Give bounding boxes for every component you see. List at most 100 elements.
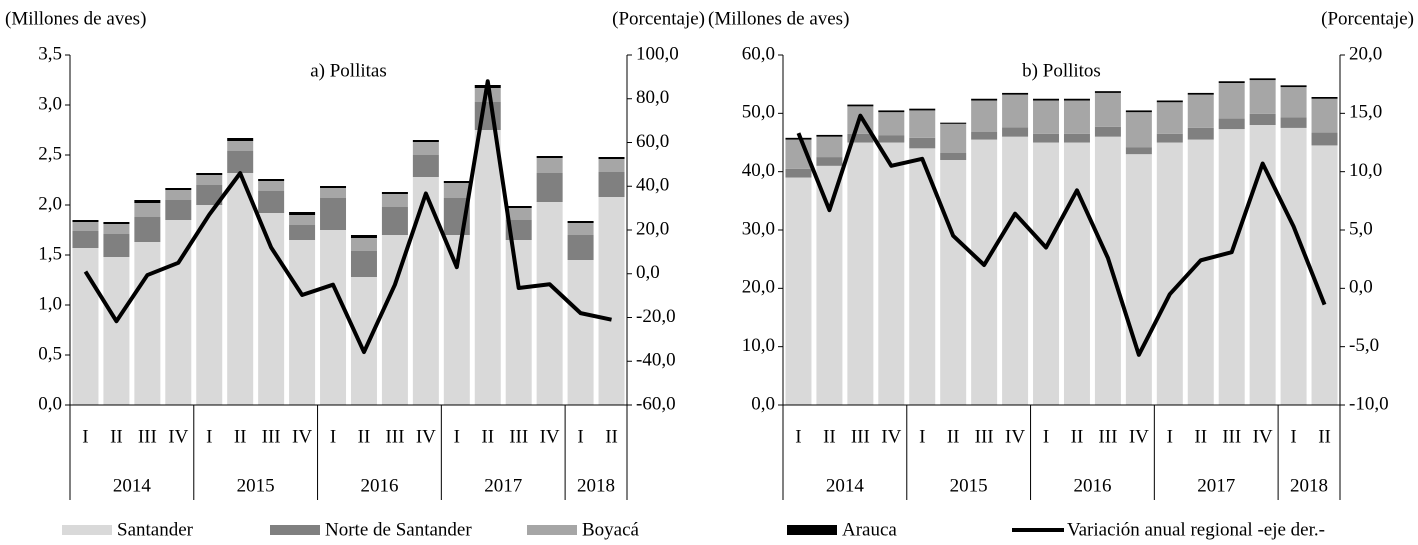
x-tick-label: III — [975, 426, 994, 447]
y-tick-label: 2,0 — [38, 193, 62, 214]
y2-tick-label: -10,0 — [1349, 393, 1389, 414]
bar-segment — [1311, 132, 1338, 146]
line-series — [83, 79, 612, 355]
bar-segment — [1218, 118, 1245, 130]
year-label: 2014 — [113, 475, 152, 496]
y-tick-label: 20,0 — [742, 277, 775, 298]
bar-segment — [816, 134, 843, 137]
bar-segment — [847, 133, 874, 143]
bar-segment — [350, 277, 377, 405]
bar-segment — [72, 248, 99, 405]
bar-segment — [1280, 117, 1307, 128]
legend-swatch — [62, 525, 112, 535]
year-label: 2017 — [484, 475, 522, 496]
bar-segment — [1249, 80, 1276, 114]
x-tick-label: II — [947, 426, 960, 447]
y2-tick-label: 0,0 — [1349, 277, 1373, 298]
bar-segment — [1280, 85, 1307, 88]
y-tick-label: 40,0 — [742, 160, 775, 181]
bar-segment — [785, 168, 812, 178]
bar-segment — [1002, 127, 1029, 137]
x-tick-label: III — [262, 426, 281, 447]
y2-tick-label: 40,0 — [636, 175, 669, 196]
x-tick-label: II — [481, 426, 494, 447]
line-series — [796, 113, 1327, 357]
bar-segment — [1002, 94, 1029, 128]
bar-segment — [134, 217, 161, 242]
bar-segment — [72, 220, 99, 222]
y2-tick-label: 20,0 — [1349, 43, 1382, 64]
bar-segment — [909, 108, 936, 111]
x-tick-label: II — [823, 426, 836, 447]
bar-segment — [1311, 97, 1338, 99]
x-tick-label: III — [385, 426, 404, 447]
bar-segment — [1156, 102, 1183, 134]
chart-title: a) Pollitas — [310, 60, 387, 81]
bar-segment — [1063, 133, 1090, 143]
year-label: 2017 — [1197, 475, 1235, 496]
bar-segment — [381, 194, 408, 207]
bar-segment — [1063, 98, 1090, 101]
y2-tick-label: 20,0 — [636, 218, 669, 239]
bar-segment — [1094, 126, 1121, 137]
bar-segment — [1063, 142, 1090, 405]
bar-segment — [72, 222, 99, 231]
bar-segment — [289, 212, 316, 215]
bar-segment — [878, 142, 905, 405]
year-label: 2015 — [950, 475, 988, 496]
x-tick-label: II — [110, 426, 123, 447]
bar-segment — [381, 207, 408, 235]
y2-tick-label: 5,0 — [1349, 218, 1373, 239]
bar-segment — [536, 202, 563, 405]
y-tick-label: 3,5 — [38, 43, 62, 64]
y-tick-label: 0,5 — [38, 343, 62, 364]
bar-segment — [443, 183, 470, 198]
bar-segment — [1033, 142, 1060, 405]
bar-segment — [1094, 92, 1121, 127]
bar-segment — [1125, 147, 1152, 155]
x-tick-label: IV — [1129, 426, 1149, 447]
bar-segment — [940, 160, 967, 405]
bar-segment — [196, 185, 223, 205]
x-tick-label: IV — [168, 426, 188, 447]
bar-segment — [474, 88, 501, 102]
y-axis-title: (Millones de aves) — [708, 8, 849, 29]
chart-title: b) Pollitos — [1022, 60, 1101, 81]
x-tick-label: I — [577, 426, 583, 447]
bar-segment — [227, 141, 254, 151]
bar-segment — [1156, 100, 1183, 103]
bar-segment — [1187, 94, 1214, 128]
bar-segment — [1249, 113, 1276, 125]
bar-segment — [289, 240, 316, 405]
bar-segment — [1033, 98, 1060, 101]
x-tick-label: I — [1290, 426, 1296, 447]
x-tick-label: II — [234, 426, 247, 447]
year-label: 2018 — [1290, 475, 1328, 496]
bar-segment — [381, 192, 408, 194]
bar-segment — [1249, 78, 1276, 81]
bar-segment — [567, 221, 594, 223]
y2-tick-label: 15,0 — [1349, 102, 1382, 123]
bar-segment — [1187, 92, 1214, 95]
legend-label: Boyacá — [582, 519, 640, 540]
bar-segment — [598, 197, 625, 405]
year-label: 2016 — [360, 475, 398, 496]
bar-segment — [1094, 91, 1121, 93]
legend-swatch — [270, 525, 320, 535]
x-tick-label: I — [795, 426, 801, 447]
bar-segment — [258, 181, 285, 191]
bar-segment — [103, 257, 130, 405]
bar-segment — [320, 198, 347, 230]
bar-segment — [567, 260, 594, 405]
x-tick-label: I — [82, 426, 88, 447]
y2-axis-title: (Porcentaje) — [612, 8, 705, 29]
y-tick-label: 3,0 — [38, 93, 62, 114]
bar-segment — [103, 224, 130, 234]
x-tick-label: IV — [1005, 426, 1025, 447]
bar-segment — [505, 208, 532, 220]
bar-segment — [971, 139, 998, 406]
y-tick-label: 50,0 — [742, 102, 775, 123]
x-tick-label: II — [605, 426, 618, 447]
bar-segment — [1218, 129, 1245, 406]
